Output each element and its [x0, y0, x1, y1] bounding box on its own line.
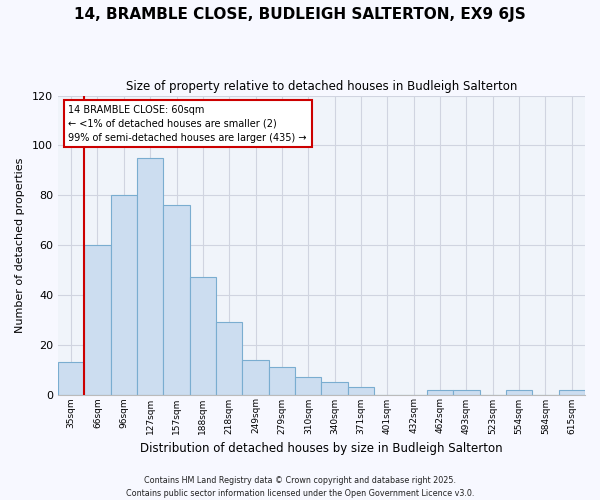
- X-axis label: Distribution of detached houses by size in Budleigh Salterton: Distribution of detached houses by size …: [140, 442, 503, 455]
- Text: 14 BRAMBLE CLOSE: 60sqm
← <1% of detached houses are smaller (2)
99% of semi-det: 14 BRAMBLE CLOSE: 60sqm ← <1% of detache…: [68, 104, 307, 142]
- Bar: [453, 390, 479, 394]
- Text: 14, BRAMBLE CLOSE, BUDLEIGH SALTERTON, EX9 6JS: 14, BRAMBLE CLOSE, BUDLEIGH SALTERTON, E…: [74, 8, 526, 22]
- Bar: [348, 387, 374, 394]
- Title: Size of property relative to detached houses in Budleigh Salterton: Size of property relative to detached ho…: [126, 80, 517, 93]
- Y-axis label: Number of detached properties: Number of detached properties: [15, 158, 25, 332]
- Bar: [427, 390, 453, 394]
- Bar: [163, 205, 190, 394]
- Bar: [295, 377, 322, 394]
- Bar: [269, 367, 295, 394]
- Bar: [190, 278, 216, 394]
- Bar: [137, 158, 163, 394]
- Bar: [559, 390, 585, 394]
- Bar: [84, 245, 110, 394]
- Text: Contains HM Land Registry data © Crown copyright and database right 2025.
Contai: Contains HM Land Registry data © Crown c…: [126, 476, 474, 498]
- Bar: [506, 390, 532, 394]
- Bar: [242, 360, 269, 394]
- Bar: [110, 195, 137, 394]
- Bar: [58, 362, 84, 394]
- Bar: [216, 322, 242, 394]
- Bar: [322, 382, 348, 394]
